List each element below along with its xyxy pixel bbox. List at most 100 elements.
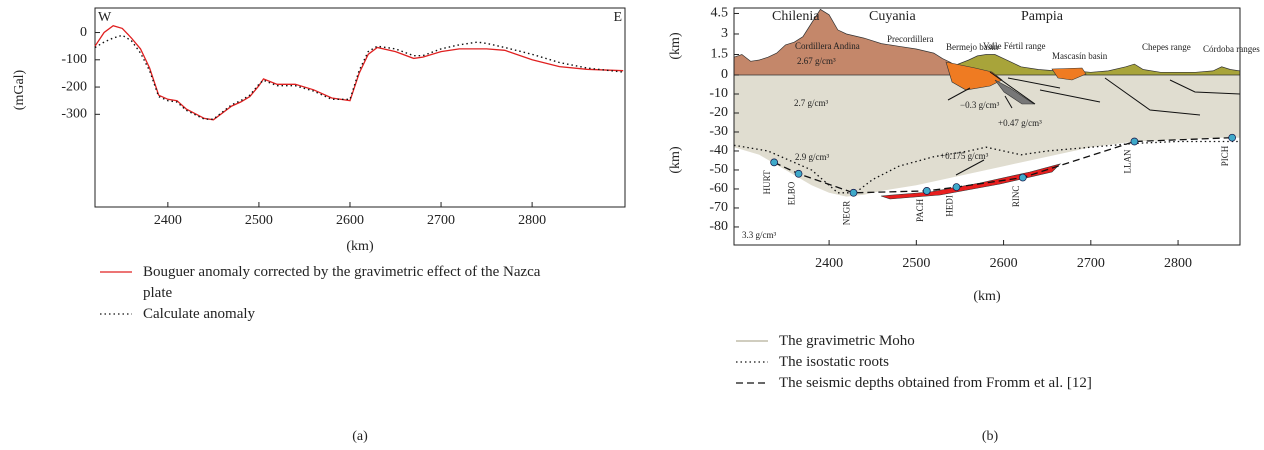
legend-swatch	[736, 382, 768, 384]
annotation: 2.9 g/cm³	[795, 152, 829, 162]
x-tick-label: 2400	[154, 213, 182, 228]
y-tick-label: -40	[709, 143, 728, 158]
dense-body	[994, 79, 1035, 105]
station	[794, 169, 803, 178]
station	[1130, 137, 1139, 146]
annotation: 3.3 g/cm³	[742, 230, 776, 240]
y-tick-label: -300	[61, 107, 87, 122]
x-tick-label: 2700	[1077, 256, 1105, 271]
plot-frame	[733, 7, 1241, 246]
annotation: Chilenia	[772, 9, 820, 24]
y2-axis-label: (km)	[668, 32, 683, 60]
legend-swatch	[100, 313, 132, 315]
x-tick-label: 2500	[245, 213, 273, 228]
annotation: +0.47 g/cm³	[998, 118, 1042, 128]
y-tick-label: -30	[709, 124, 728, 139]
fault	[1104, 77, 1201, 116]
station-label: HEDI	[945, 195, 955, 217]
annotation: Bermejo basin	[946, 42, 999, 52]
arrow	[1004, 95, 1013, 109]
y-tick-label: -50	[709, 162, 728, 177]
y2-tick-label: 3	[721, 26, 728, 41]
annotation: 2.67 g/cm³	[797, 56, 836, 66]
station-label: PICH	[1220, 145, 1230, 166]
annotation: −0.3 g/cm³	[960, 100, 1000, 110]
fault	[1039, 89, 1101, 103]
legend-swatch	[100, 271, 132, 273]
annotation: Precordillera	[887, 34, 933, 44]
y-axis-label: (mGal)	[12, 69, 27, 110]
x-tick-label: 2500	[902, 256, 930, 271]
station-label: ELBO	[787, 181, 797, 205]
y-tick-label: -70	[709, 200, 728, 215]
annotation: Valle Fértil range	[983, 41, 1045, 51]
station-label: HURT	[762, 170, 772, 194]
basin	[1051, 67, 1087, 81]
annotation: +0.175 g/cm³	[940, 151, 989, 161]
station-label: LLAN	[1123, 149, 1133, 173]
y2-tick-label: 4.5	[711, 6, 729, 21]
y-tick-label: -200	[61, 79, 87, 94]
annotation: Chepes range	[1142, 42, 1191, 52]
fault	[989, 71, 1036, 105]
y-tick-label: -10	[709, 86, 728, 101]
legend-label: Calculate anomaly	[143, 306, 256, 322]
y-tick-label: -20	[709, 105, 728, 120]
x-tick-label: 2800	[518, 213, 546, 228]
annotation: Cordillera Andina	[795, 41, 860, 51]
annotation: E	[613, 10, 622, 25]
y-tick-label: -60	[709, 181, 728, 196]
topography	[733, 8, 957, 76]
legend-item: Bouguer anomaly corrected by the gravime…	[98, 262, 568, 304]
x-tick-label: 2700	[427, 213, 455, 228]
y-tick-label: 0	[80, 25, 87, 40]
legend-label: The gravimetric Moho	[779, 333, 915, 349]
annotation: W	[98, 10, 112, 25]
legend-label: The seismic depths obtained from Fromm e…	[779, 375, 1092, 391]
x-tick-label: 2600	[336, 213, 364, 228]
section-bodies	[733, 8, 1241, 200]
legend-a: Bouguer anomaly corrected by the gravime…	[98, 262, 568, 325]
moho-region	[734, 75, 1240, 197]
y2-tick-label: 0	[721, 67, 728, 82]
station	[922, 187, 931, 195]
basin	[945, 61, 1003, 91]
y-tick-label: -80	[709, 219, 728, 234]
series-line	[733, 140, 1240, 194]
station	[849, 188, 858, 197]
caption: (a)	[352, 429, 368, 444]
fault	[1169, 79, 1241, 95]
series-line	[773, 137, 1233, 194]
y-axis-label: (km)	[668, 146, 683, 174]
station	[952, 183, 961, 191]
legend-b: The gravimetric Moho The isostatic roots T…	[734, 331, 1254, 394]
x-tick-label: 2600	[990, 256, 1018, 271]
legend-label: Bouguer anomaly corrected by the gravime…	[143, 264, 541, 301]
legend-item: Calculate anomaly	[98, 304, 568, 325]
station	[1228, 133, 1236, 142]
legend-item: The isostatic roots	[734, 352, 1254, 373]
annotation: 2.7 g/cm³	[794, 98, 828, 108]
station-label: PACH	[915, 198, 925, 222]
series-line	[94, 34, 624, 120]
y2-tick-label: 1.5	[711, 47, 729, 62]
annotation: Córdoba ranges	[1203, 44, 1260, 54]
topography	[950, 54, 1241, 76]
station-label: RINC	[1011, 186, 1021, 208]
x-axis-label: (km)	[346, 239, 374, 254]
arrow	[955, 159, 985, 176]
arrow	[947, 87, 971, 101]
annotation: Cuyania	[869, 9, 916, 24]
legend-label: The isostatic roots	[779, 354, 889, 370]
legend-item: The seismic depths obtained from Fromm e…	[734, 373, 1254, 394]
legend-item: The gravimetric Moho	[734, 331, 1254, 352]
series-line	[94, 24, 624, 121]
x-tick-label: 2400	[815, 256, 843, 271]
caption: (b)	[982, 429, 999, 444]
x-axis-label: (km)	[973, 289, 1001, 304]
legend-swatch	[736, 340, 768, 342]
legend-swatch	[736, 361, 768, 363]
fault	[1007, 77, 1061, 89]
